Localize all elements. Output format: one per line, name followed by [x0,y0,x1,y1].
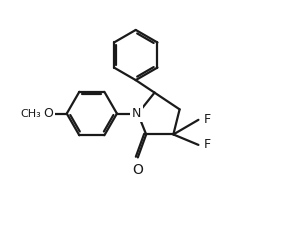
Text: N: N [132,107,141,120]
Text: F: F [204,138,211,151]
Text: CH₃: CH₃ [20,108,41,119]
Text: F: F [204,113,211,126]
Text: O: O [43,107,53,120]
Text: O: O [132,163,143,177]
